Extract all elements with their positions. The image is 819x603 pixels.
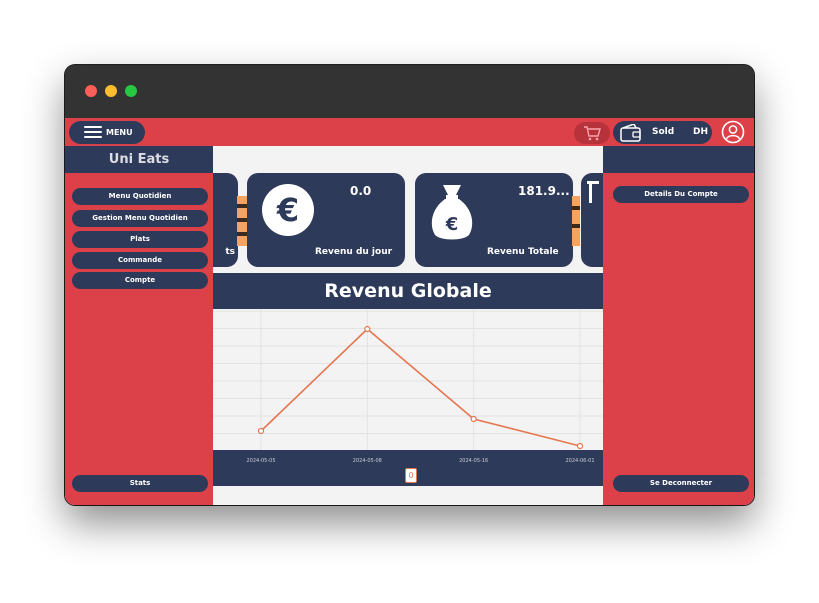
main-content: ts € 0.0 Revenu du jour: [213, 146, 603, 505]
brand-title: Uni Eats: [65, 146, 213, 173]
sidebar-item-stats[interactable]: Stats: [72, 475, 208, 492]
svg-text:€: €: [445, 214, 459, 235]
sidebar-item-compte[interactable]: Compte: [72, 272, 208, 289]
hamburger-icon: [84, 126, 102, 139]
currency-label: DH: [693, 127, 709, 137]
right-sidebar: Details Du Compte Se Deconnecter: [603, 146, 754, 505]
menu-button[interactable]: MENU: [69, 121, 145, 144]
food-illustration-icon: [237, 196, 247, 246]
app-body: ts € 0.0 Revenu du jour: [65, 118, 754, 505]
menu-label: MENU: [106, 128, 133, 137]
top-bar: MENU Sold DH: [65, 118, 754, 146]
data-point[interactable]: [257, 427, 265, 435]
card-label: Revenu du jour: [315, 247, 393, 257]
data-point[interactable]: [364, 325, 371, 333]
card-label: Revenu Totale: [487, 247, 559, 257]
chart-title: Revenu Globale: [213, 273, 603, 309]
left-sidebar: Uni Eats Menu Quotidien Gestion Menu Quo…: [65, 146, 213, 505]
stat-card-plats: ts: [213, 173, 238, 267]
sidebar-item-plats[interactable]: Plats: [72, 231, 208, 248]
card-value: 0.0: [350, 184, 372, 198]
wallet-icon: [620, 124, 641, 142]
minimize-window-button[interactable]: [105, 85, 117, 97]
x-tick-label: 2024-06-01: [565, 458, 594, 464]
x-axis-labels: 2024-05-05 2024-05-08 2024-05-16 2024-06-01: [246, 458, 594, 464]
money-bag-icon: €: [431, 185, 473, 240]
data-point[interactable]: [470, 415, 477, 423]
right-sidebar-header: [603, 146, 754, 173]
close-window-button[interactable]: [85, 85, 97, 97]
wallet-label: Sold: [652, 127, 675, 137]
sidebar-item-menu-quotidien[interactable]: Menu Quotidien: [72, 188, 208, 205]
cutlery-icon: [587, 181, 599, 203]
sidebar-item-commande[interactable]: Commande: [72, 252, 208, 269]
cart-button[interactable]: [574, 122, 610, 144]
user-profile-icon[interactable]: [721, 120, 745, 144]
range-slider-handle[interactable]: 0: [405, 468, 417, 483]
sidebar-item-gestion-menu[interactable]: Gestion Menu Quotidien: [72, 210, 208, 227]
card-value: 181.9...: [518, 184, 570, 198]
chart-x-axis-bar: 2024-05-05 2024-05-08 2024-05-16 2024-06-01…: [213, 450, 603, 486]
x-tick-label: 2024-05-16: [459, 458, 488, 464]
window-titlebar: [65, 65, 754, 118]
wallet-balance[interactable]: Sold DH: [613, 121, 712, 144]
euro-icon: €: [262, 184, 314, 236]
card-label: ts: [225, 247, 235, 257]
food-illustration-icon: [572, 196, 580, 246]
cart-icon: [584, 126, 601, 141]
logout-button[interactable]: Se Deconnecter: [613, 475, 749, 492]
revenue-line-chart: [213, 309, 603, 452]
x-tick-label: 2024-05-05: [246, 458, 275, 464]
x-tick-label: 2024-05-08: [353, 458, 382, 464]
revenue-chart: [213, 309, 603, 452]
stat-card-revenu-totale[interactable]: € 181.9... Revenu Totale: [415, 173, 573, 267]
revenue-series-line: [260, 327, 581, 447]
app-window: ts € 0.0 Revenu du jour: [65, 65, 754, 505]
stat-card-revenu-jour[interactable]: € 0.0 Revenu du jour: [247, 173, 405, 267]
data-point[interactable]: [576, 442, 584, 450]
account-details-button[interactable]: Details Du Compte: [613, 186, 749, 203]
maximize-window-button[interactable]: [125, 85, 137, 97]
svg-text:€: €: [276, 191, 299, 229]
stat-card-extra: [581, 173, 603, 267]
